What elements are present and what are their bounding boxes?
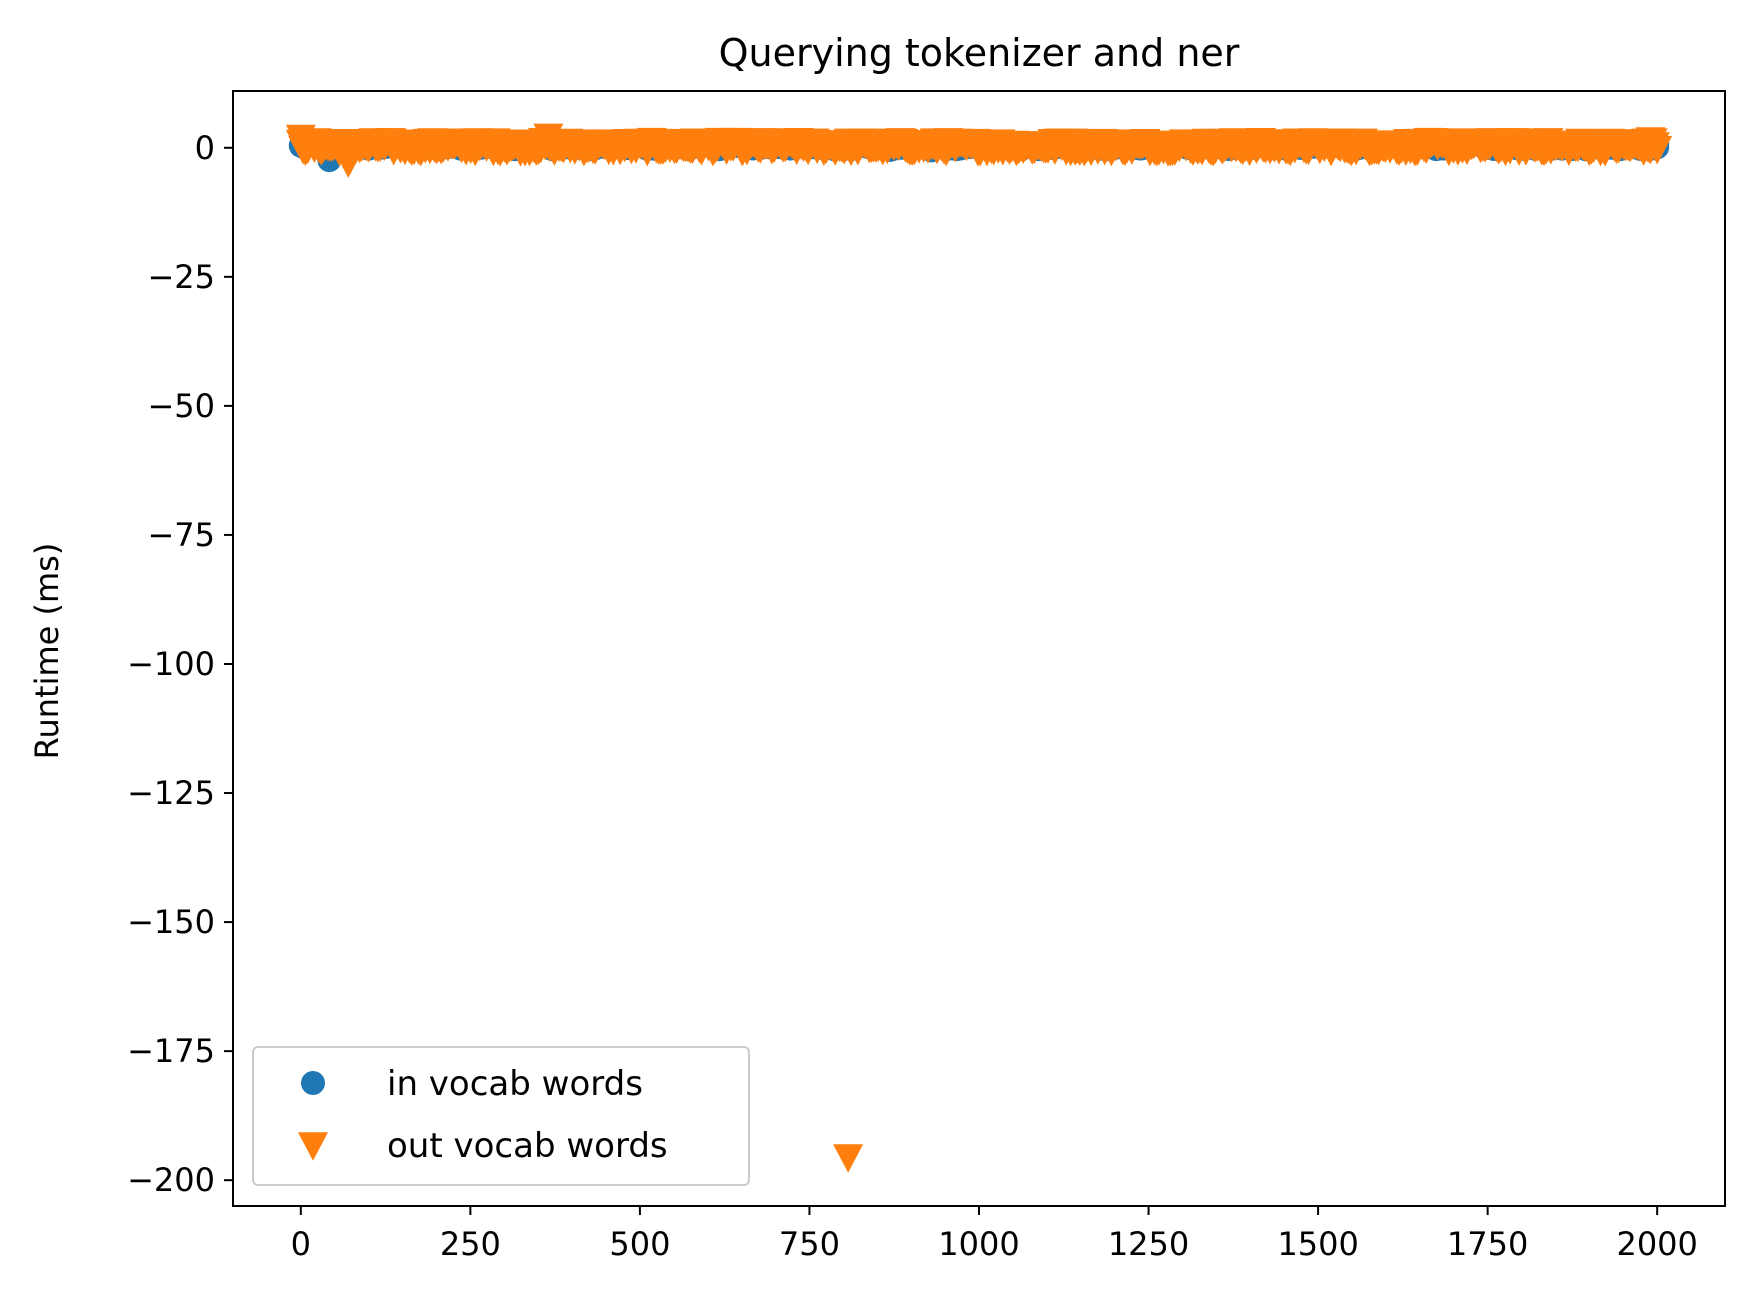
x-tick-label: 1250 bbox=[1108, 1225, 1189, 1263]
y-tick-label: −125 bbox=[127, 774, 215, 812]
x-tick-label: 0 bbox=[291, 1225, 311, 1263]
legend-label: in vocab words bbox=[387, 1064, 643, 1104]
x-tick-label: 1750 bbox=[1447, 1225, 1528, 1263]
x-tick-label: 500 bbox=[609, 1225, 670, 1263]
y-tick-label: −175 bbox=[127, 1032, 215, 1070]
legend-label: out vocab words bbox=[387, 1126, 668, 1166]
plot-area bbox=[285, 123, 1673, 1173]
series-out-vocab bbox=[285, 123, 1673, 1173]
legend: in vocab words out vocab words bbox=[252, 1046, 750, 1186]
legend-marker-triangle bbox=[298, 1132, 328, 1161]
x-axis: 0 250 500 750 1000 1250 1500 1750 2000 bbox=[291, 1206, 1698, 1263]
data-point bbox=[333, 149, 364, 178]
y-tick-label: −25 bbox=[147, 258, 215, 296]
data-point bbox=[794, 130, 825, 160]
y-tick-label: 0 bbox=[195, 129, 215, 167]
x-tick-label: 250 bbox=[440, 1225, 501, 1263]
data-point bbox=[1635, 127, 1666, 156]
legend-box bbox=[252, 1046, 750, 1186]
y-tick-label: −200 bbox=[127, 1161, 215, 1199]
y-tick-label: −150 bbox=[127, 903, 215, 941]
y-tick-label: −100 bbox=[127, 645, 215, 683]
x-tick-label: 2000 bbox=[1616, 1225, 1697, 1263]
x-tick-label: 750 bbox=[779, 1225, 840, 1263]
y-axis-label: Runtime (ms) bbox=[28, 543, 66, 760]
y-tick-label: −50 bbox=[147, 387, 215, 425]
chart-title: Querying tokenizer and ner bbox=[719, 31, 1240, 75]
data-point bbox=[833, 1144, 864, 1173]
data-point bbox=[285, 124, 316, 154]
legend-marker-circle bbox=[301, 1071, 325, 1095]
y-axis: 0 −25 −50 −75 −100 −125 −150 −175 −200 bbox=[127, 129, 233, 1199]
x-tick-label: 1000 bbox=[938, 1225, 1019, 1263]
data-point bbox=[533, 123, 564, 153]
x-tick-label: 1500 bbox=[1277, 1225, 1358, 1263]
y-tick-label: −75 bbox=[147, 516, 215, 554]
